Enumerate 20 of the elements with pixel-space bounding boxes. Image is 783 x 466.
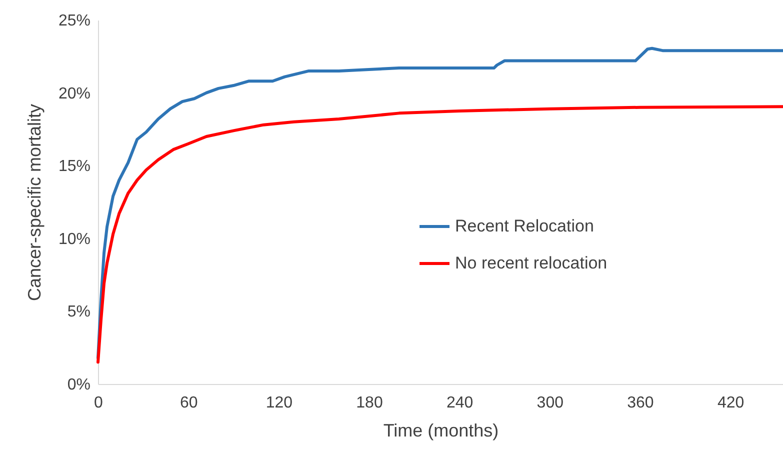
legend-label: No recent relocation (455, 254, 608, 272)
x-tick-label: 420 (717, 394, 744, 412)
x-tick-label: 180 (356, 394, 383, 412)
y-tick-label: 15% (58, 158, 90, 176)
legend-label: Recent Relocation (455, 216, 594, 236)
y-axis-title: Cancer-specific mortality (24, 104, 44, 302)
y-tick-label: 20% (58, 85, 90, 102)
x-axis-title: Time (months) (383, 420, 499, 440)
x-tick-label: 120 (266, 394, 293, 412)
y-tick-label: 5% (67, 304, 90, 321)
x-tick-label: 360 (627, 394, 654, 412)
y-tick-label: 0% (67, 376, 90, 394)
x-tick-label: 300 (536, 394, 564, 412)
y-tick-label: 25% (58, 12, 90, 30)
y-tick-label: 10% (58, 230, 90, 248)
line-series (96, 105, 783, 364)
line-series (96, 46, 783, 360)
x-tick-label: 0 (94, 394, 104, 412)
x-tick-label: 240 (446, 394, 474, 412)
x-tick-label: 60 (180, 394, 198, 412)
